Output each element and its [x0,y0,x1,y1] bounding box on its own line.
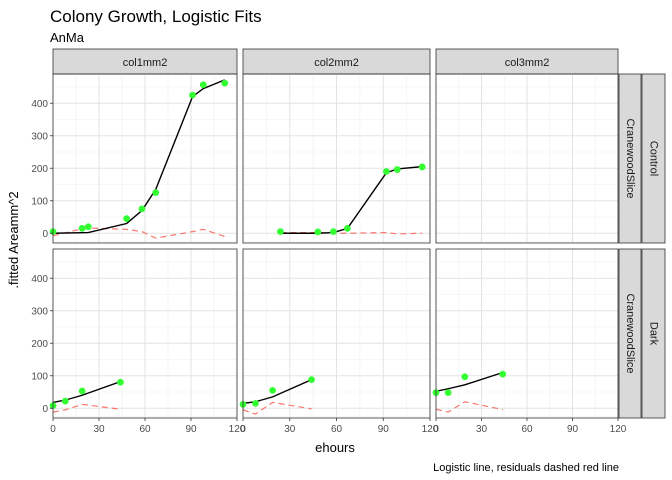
facet-panel [242,73,431,244]
data-point [344,224,351,232]
data-point [499,370,507,378]
facet-panel [435,73,619,244]
data-point [78,224,86,232]
data-point [308,376,315,384]
x-tick-label: 60 [521,424,533,435]
chart-subtitle: AnMa [50,30,85,45]
residual-line [435,401,503,413]
x-tick-label: 30 [284,424,296,435]
facet-panel: 0 30 60 90 120 [432,248,627,435]
row-strip-inner [618,248,642,419]
data-point [199,81,207,89]
x-tick-label: 30 [476,424,488,435]
row-strip-label: Dark [648,322,660,346]
x-tick-label: 60 [331,424,343,435]
column-strip [242,48,431,75]
y-tick-label: 100 [31,196,48,207]
panel-border [435,73,619,244]
column-strip [435,48,619,75]
column-strip-label: col3mm2 [505,57,550,69]
facet-panels: col1mm2 col2mm2 col3mm2 CranewoodSlice Contr… [31,48,666,435]
row-strip-outer [641,248,666,419]
y-tick-label: 200 [31,164,48,175]
x-tick-label: 30 [93,424,105,435]
data-point [189,91,196,99]
x-tick-label: 0 [50,424,56,435]
x-tick-label: 120 [610,424,627,435]
row-strip-label: CranewoodSlice [624,293,636,373]
x-tick-label: 90 [185,424,197,435]
x-tick-label: 0 [240,424,246,435]
data-point [123,215,130,223]
x-axis-label: ehours [315,440,355,455]
x-tick-label: 90 [567,424,579,435]
row-strip-label: CranewoodSlice [624,118,636,198]
y-tick-label: 200 [31,339,48,350]
data-point [152,189,160,197]
fit-line [242,379,312,405]
fit-line [435,371,503,393]
residual-line [242,401,312,415]
fit-line [52,380,121,404]
x-tick-label: 60 [139,424,151,435]
column-strip-label: col1mm2 [123,57,168,69]
data-point [252,399,259,407]
y-tick-label: 400 [31,99,48,110]
row-strip-label: Control [648,141,660,176]
x-tick-label: 120 [422,424,439,435]
data-point [444,389,452,397]
y-tick-label: 100 [31,371,48,382]
chart-caption: Logistic line, residuals dashed red line [433,462,619,474]
panel-border [52,73,238,244]
data-point [382,168,390,175]
y-tick-label: 0 [42,404,48,415]
data-point [393,166,401,173]
data-point [84,223,92,231]
facet-panel: 0 100 200 300 400 [31,73,238,244]
panel-border [242,73,431,244]
data-point [418,163,426,171]
x-tick-label: 0 [433,424,439,435]
x-tick-label: 90 [378,424,390,435]
data-point [117,378,124,386]
data-point [221,79,229,87]
fit-line [52,79,225,234]
x-tick-label: 120 [229,424,246,435]
residual-line [52,403,121,413]
data-point [61,397,69,405]
facet-panel: 0 30 60 90 120 [239,248,439,435]
y-tick-label: 300 [31,306,48,317]
y-tick-label: 0 [42,229,48,240]
y-axis-label: .fitted Areamm^2 [6,191,21,288]
data-point [138,205,146,213]
row-strip-inner [618,73,642,244]
facet-panel: 0 100 200 300 400 0 30 60 90 120 [31,248,246,435]
y-tick-label: 400 [31,274,48,285]
data-point [329,228,337,236]
data-point [461,373,469,381]
y-tick-label: 300 [31,131,48,142]
row-strip-outer [641,73,666,244]
column-strip [52,48,238,75]
chart-title: Colony Growth, Logistic Fits [50,7,262,26]
data-point [269,386,277,394]
fit-line [280,165,423,234]
data-point [314,228,322,236]
data-point [78,387,86,395]
column-strip-label: col2mm2 [314,57,359,69]
data-point [277,228,284,236]
